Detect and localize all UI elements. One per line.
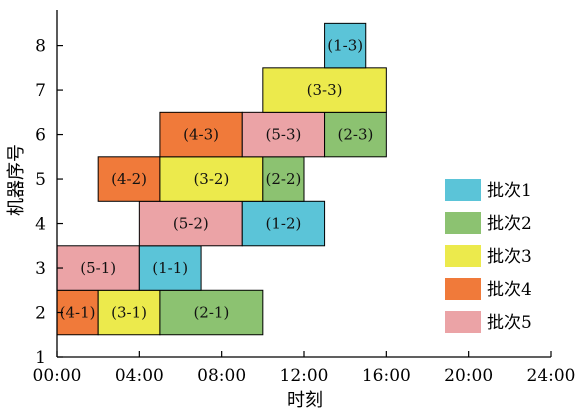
legend-label: 批次4 [487, 280, 532, 300]
task-label: (4-3) [183, 126, 219, 144]
task-label: (2-3) [338, 126, 374, 144]
task-bar-3-1 [97, 289, 161, 336]
y-tick-label: 8 [35, 37, 46, 57]
y-tick-label: 1 [35, 348, 46, 368]
task-bar-5-2 [138, 200, 243, 247]
legend-label: 批次2 [487, 214, 532, 234]
task-label: (5-1) [80, 259, 116, 277]
task-bar-4-2 [97, 156, 161, 202]
x-tick-label: 24:00 [527, 366, 576, 386]
legend-label: 批次5 [487, 313, 532, 333]
task-bar-2-2 [262, 156, 305, 202]
task-label: (4-1) [60, 304, 96, 322]
task-bar-1-2 [241, 200, 326, 247]
x-tick-label: 00:00 [33, 366, 82, 386]
legend-swatch [445, 278, 481, 300]
y-tick-label: 3 [35, 259, 46, 279]
task-bar-5-3 [241, 111, 326, 158]
task-label: (1-3) [327, 37, 363, 55]
task-bar-2-3 [324, 111, 387, 158]
task-label: (2-1) [193, 304, 229, 322]
legend: 批次1 批次2 批次3 批次4 批次5 [445, 179, 532, 333]
legend-label: 批次3 [487, 247, 532, 267]
x-tick-label: 20:00 [444, 366, 493, 386]
x-axis-label: 时刻 [287, 390, 323, 411]
task-label: (2-2) [265, 170, 301, 188]
task-label: (5-3) [265, 126, 301, 144]
task-label: (3-1) [111, 304, 147, 322]
task-bars: (4-1) (3-1) (2-1) (5-1) (1-1) (5-2) (1-2) (4-2)… [56, 22, 387, 336]
legend-swatch [445, 179, 481, 201]
x-tick-label: 16:00 [362, 366, 411, 386]
x-tick-label: 04:00 [115, 366, 164, 386]
y-tick-label: 2 [35, 304, 46, 324]
legend-swatch [445, 311, 481, 333]
task-label: (3-2) [193, 170, 229, 188]
task-label: (1-2) [265, 215, 301, 233]
task-label: (4-2) [111, 170, 147, 188]
task-bar-3-2 [159, 156, 264, 202]
y-tick-label: 7 [35, 81, 46, 101]
task-label: (1-1) [152, 259, 188, 277]
task-bar-1-3 [324, 22, 367, 69]
task-bar-4-1 [56, 289, 99, 336]
legend-swatch [445, 212, 481, 234]
y-tick-label: 4 [35, 215, 46, 235]
x-tick-label: 08:00 [197, 366, 246, 386]
task-bar-2-1 [159, 289, 264, 336]
y-tick-label: 5 [35, 170, 46, 190]
task-bar-1-1 [138, 245, 202, 291]
legend-swatch [445, 245, 481, 267]
y-axis-label: 机器序号 [6, 144, 27, 216]
y-tick-label: 6 [35, 126, 46, 146]
task-label: (3-3) [307, 81, 343, 99]
axes: 00:00 04:00 08:00 12:00 16:00 20:00 24:00 1 2 3 4 5… [33, 10, 576, 386]
x-tick-label: 12:00 [280, 366, 329, 386]
task-label: (5-2) [173, 215, 209, 233]
legend-label: 批次1 [487, 181, 532, 201]
